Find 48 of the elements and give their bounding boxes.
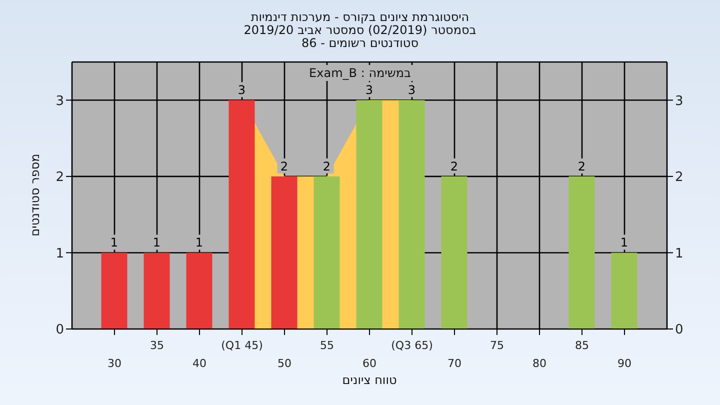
x-tick-label: 50	[278, 357, 292, 370]
x-tick-label: 80	[532, 357, 546, 370]
bar	[441, 176, 468, 329]
data-label: 1	[110, 236, 118, 250]
chart-subtitle: בסמסטר (02/2019) סמסטר אביב 2019/20 סטודנטים רשומים - 86	[242, 23, 478, 50]
bar	[611, 252, 638, 329]
annotation: במשימה : Exam_B	[305, 65, 415, 81]
data-label: 3	[408, 83, 416, 98]
y2-tick-label: 2	[675, 170, 684, 186]
x-tick-label: 75	[490, 339, 504, 352]
x-tick-label: 55	[320, 339, 334, 352]
y-tick-label: 0	[56, 322, 64, 338]
x-tick-label: 60	[362, 357, 376, 370]
bar	[101, 252, 128, 329]
x-tick-label: 85	[575, 339, 589, 352]
x-tick-label: (Q3 65)	[391, 339, 433, 352]
x-axis-title: טווח ציונים	[341, 373, 398, 387]
data-label: 2	[322, 159, 331, 174]
x-tick-label: 30	[108, 357, 122, 370]
bar	[356, 100, 382, 329]
x-tick-label: 40	[192, 357, 206, 370]
y-tick-label: 3	[56, 94, 64, 109]
y-axis-title: מספר סטודנטים	[28, 154, 42, 236]
y-tick-label: 1	[56, 246, 64, 262]
bar	[398, 100, 425, 329]
data-label: 2	[578, 159, 586, 174]
data-label: 1	[152, 236, 161, 250]
data-label: 1	[620, 236, 628, 250]
chart-title: היסטוגרמת ציונים בקורס - מערכות דינמיות	[250, 10, 470, 24]
data-label: 3	[365, 83, 374, 98]
y2-tick-label: 3	[675, 94, 684, 109]
data-label: 2	[450, 159, 458, 174]
x-tick-label: 90	[618, 357, 632, 370]
x-tick-label: 35	[150, 339, 164, 352]
x-tick-label: (Q1 45)	[221, 339, 263, 352]
bar	[568, 176, 595, 329]
y-tick-label: 2	[56, 170, 64, 186]
bar	[186, 252, 212, 329]
bar	[314, 176, 340, 329]
y2-tick-label: 1	[675, 246, 684, 262]
data-label: 1	[195, 236, 204, 250]
bar	[228, 100, 255, 329]
y2-tick-label: 0	[675, 322, 684, 338]
bar	[271, 176, 298, 329]
x-tick-label: 70	[448, 357, 462, 370]
data-label: 3	[238, 83, 246, 98]
data-label: 2	[280, 159, 288, 174]
bar	[144, 252, 170, 329]
